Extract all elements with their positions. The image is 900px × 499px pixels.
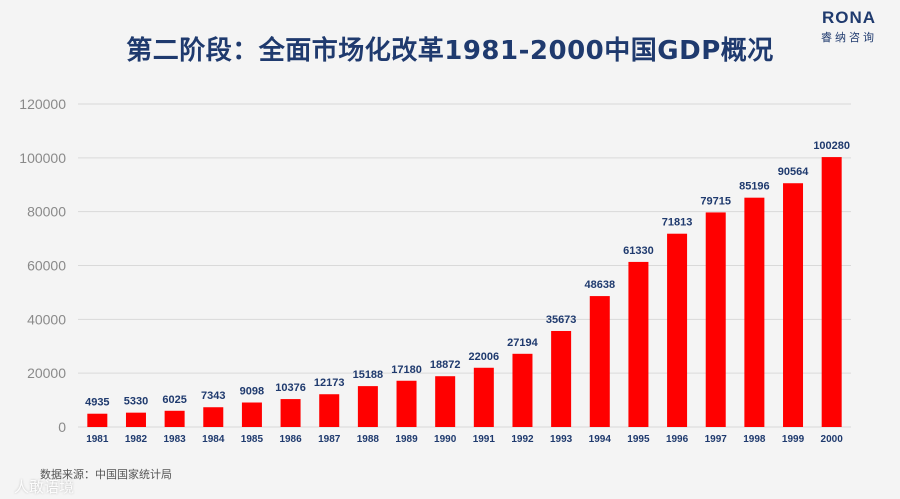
bar xyxy=(628,261,649,427)
x-tick-label: 1993 xyxy=(550,434,573,445)
bar xyxy=(280,399,301,427)
data-label: 18872 xyxy=(430,359,461,371)
x-tick-label: 1995 xyxy=(627,434,650,445)
x-tick-label: 1985 xyxy=(241,434,264,445)
x-axis-ticks: 1981 1982 1983 1984 1985 1986 1987 1988 1989 1990… xyxy=(86,434,843,445)
x-tick-label: 1982 xyxy=(125,434,148,445)
data-label: 100280 xyxy=(813,140,850,152)
logo-text: RONA xyxy=(821,8,877,27)
bar xyxy=(473,367,494,427)
bar xyxy=(203,407,224,427)
data-label: 6025 xyxy=(162,394,186,406)
x-tick-label: 1983 xyxy=(164,434,187,445)
bar xyxy=(125,412,146,427)
bar xyxy=(512,353,533,427)
bar xyxy=(435,376,456,427)
x-tick-label: 1997 xyxy=(705,434,728,445)
bar xyxy=(783,183,804,427)
data-label: 17180 xyxy=(391,364,422,376)
bar xyxy=(241,402,262,427)
bar xyxy=(705,212,726,427)
x-tick-label: 1986 xyxy=(279,434,302,445)
y-tick-label: 60000 xyxy=(27,258,66,274)
data-label: 4935 xyxy=(85,397,109,409)
x-tick-label: 1999 xyxy=(782,434,805,445)
x-tick-label: 1998 xyxy=(743,434,766,445)
bar xyxy=(87,413,108,427)
y-tick-label: 40000 xyxy=(27,311,66,327)
data-label: 9098 xyxy=(240,386,264,398)
x-tick-label: 1984 xyxy=(202,434,225,445)
x-tick-label: 1989 xyxy=(395,434,418,445)
data-label: 71813 xyxy=(662,217,693,229)
data-label: 10376 xyxy=(275,382,306,394)
bar xyxy=(319,394,340,427)
data-source-note: 数据来源：中国国家统计局 xyxy=(40,468,172,481)
data-label: 48638 xyxy=(584,279,615,291)
watermark: 人敢语境 xyxy=(14,478,75,496)
data-label: 35673 xyxy=(546,314,577,326)
y-tick-label: 20000 xyxy=(27,365,66,381)
chart-title: 第二阶段：全面市场化改革1981-2000中国GDP概况 xyxy=(126,36,774,66)
data-label: 61330 xyxy=(623,245,654,257)
x-tick-label: 1988 xyxy=(357,434,380,445)
y-axis-ticks: 0 20000 40000 60000 80000 100000 120000 xyxy=(19,96,66,435)
y-tick-label: 120000 xyxy=(19,96,66,112)
y-tick-label: 100000 xyxy=(19,150,66,166)
bar xyxy=(589,296,610,427)
x-tick-label: 1990 xyxy=(434,434,457,445)
x-tick-label: 1992 xyxy=(511,434,534,445)
y-tick-label: 80000 xyxy=(27,204,66,220)
rona-logo: RONA 睿纳咨询 xyxy=(818,8,880,45)
data-label: 22006 xyxy=(469,351,500,363)
data-label: 15188 xyxy=(353,369,384,381)
data-label: 7343 xyxy=(201,390,225,402)
x-tick-label: 1991 xyxy=(473,434,496,445)
gridlines xyxy=(78,103,851,428)
x-tick-label: 1981 xyxy=(86,434,109,445)
data-labels: 4935 5330 6025 7343 9098 10376 12173 15188 17180… xyxy=(85,140,850,409)
bar xyxy=(744,197,765,427)
data-label: 27194 xyxy=(507,337,538,349)
data-label: 85196 xyxy=(739,181,770,193)
bar xyxy=(551,330,572,427)
bar xyxy=(396,380,417,427)
bar xyxy=(821,157,842,428)
data-label: 79715 xyxy=(700,195,731,207)
x-tick-label: 1987 xyxy=(318,434,341,445)
bar xyxy=(667,233,688,427)
logo-subtext: 睿纳咨询 xyxy=(821,31,877,44)
x-tick-label: 1994 xyxy=(589,434,612,445)
bars xyxy=(87,157,842,428)
bar xyxy=(357,386,378,427)
bar xyxy=(164,410,185,427)
x-tick-label: 1996 xyxy=(666,434,689,445)
data-label: 5330 xyxy=(124,396,148,408)
data-label: 12173 xyxy=(314,377,345,389)
x-tick-label: 2000 xyxy=(821,434,844,445)
y-tick-label: 0 xyxy=(58,419,66,435)
data-label: 90564 xyxy=(778,166,809,178)
